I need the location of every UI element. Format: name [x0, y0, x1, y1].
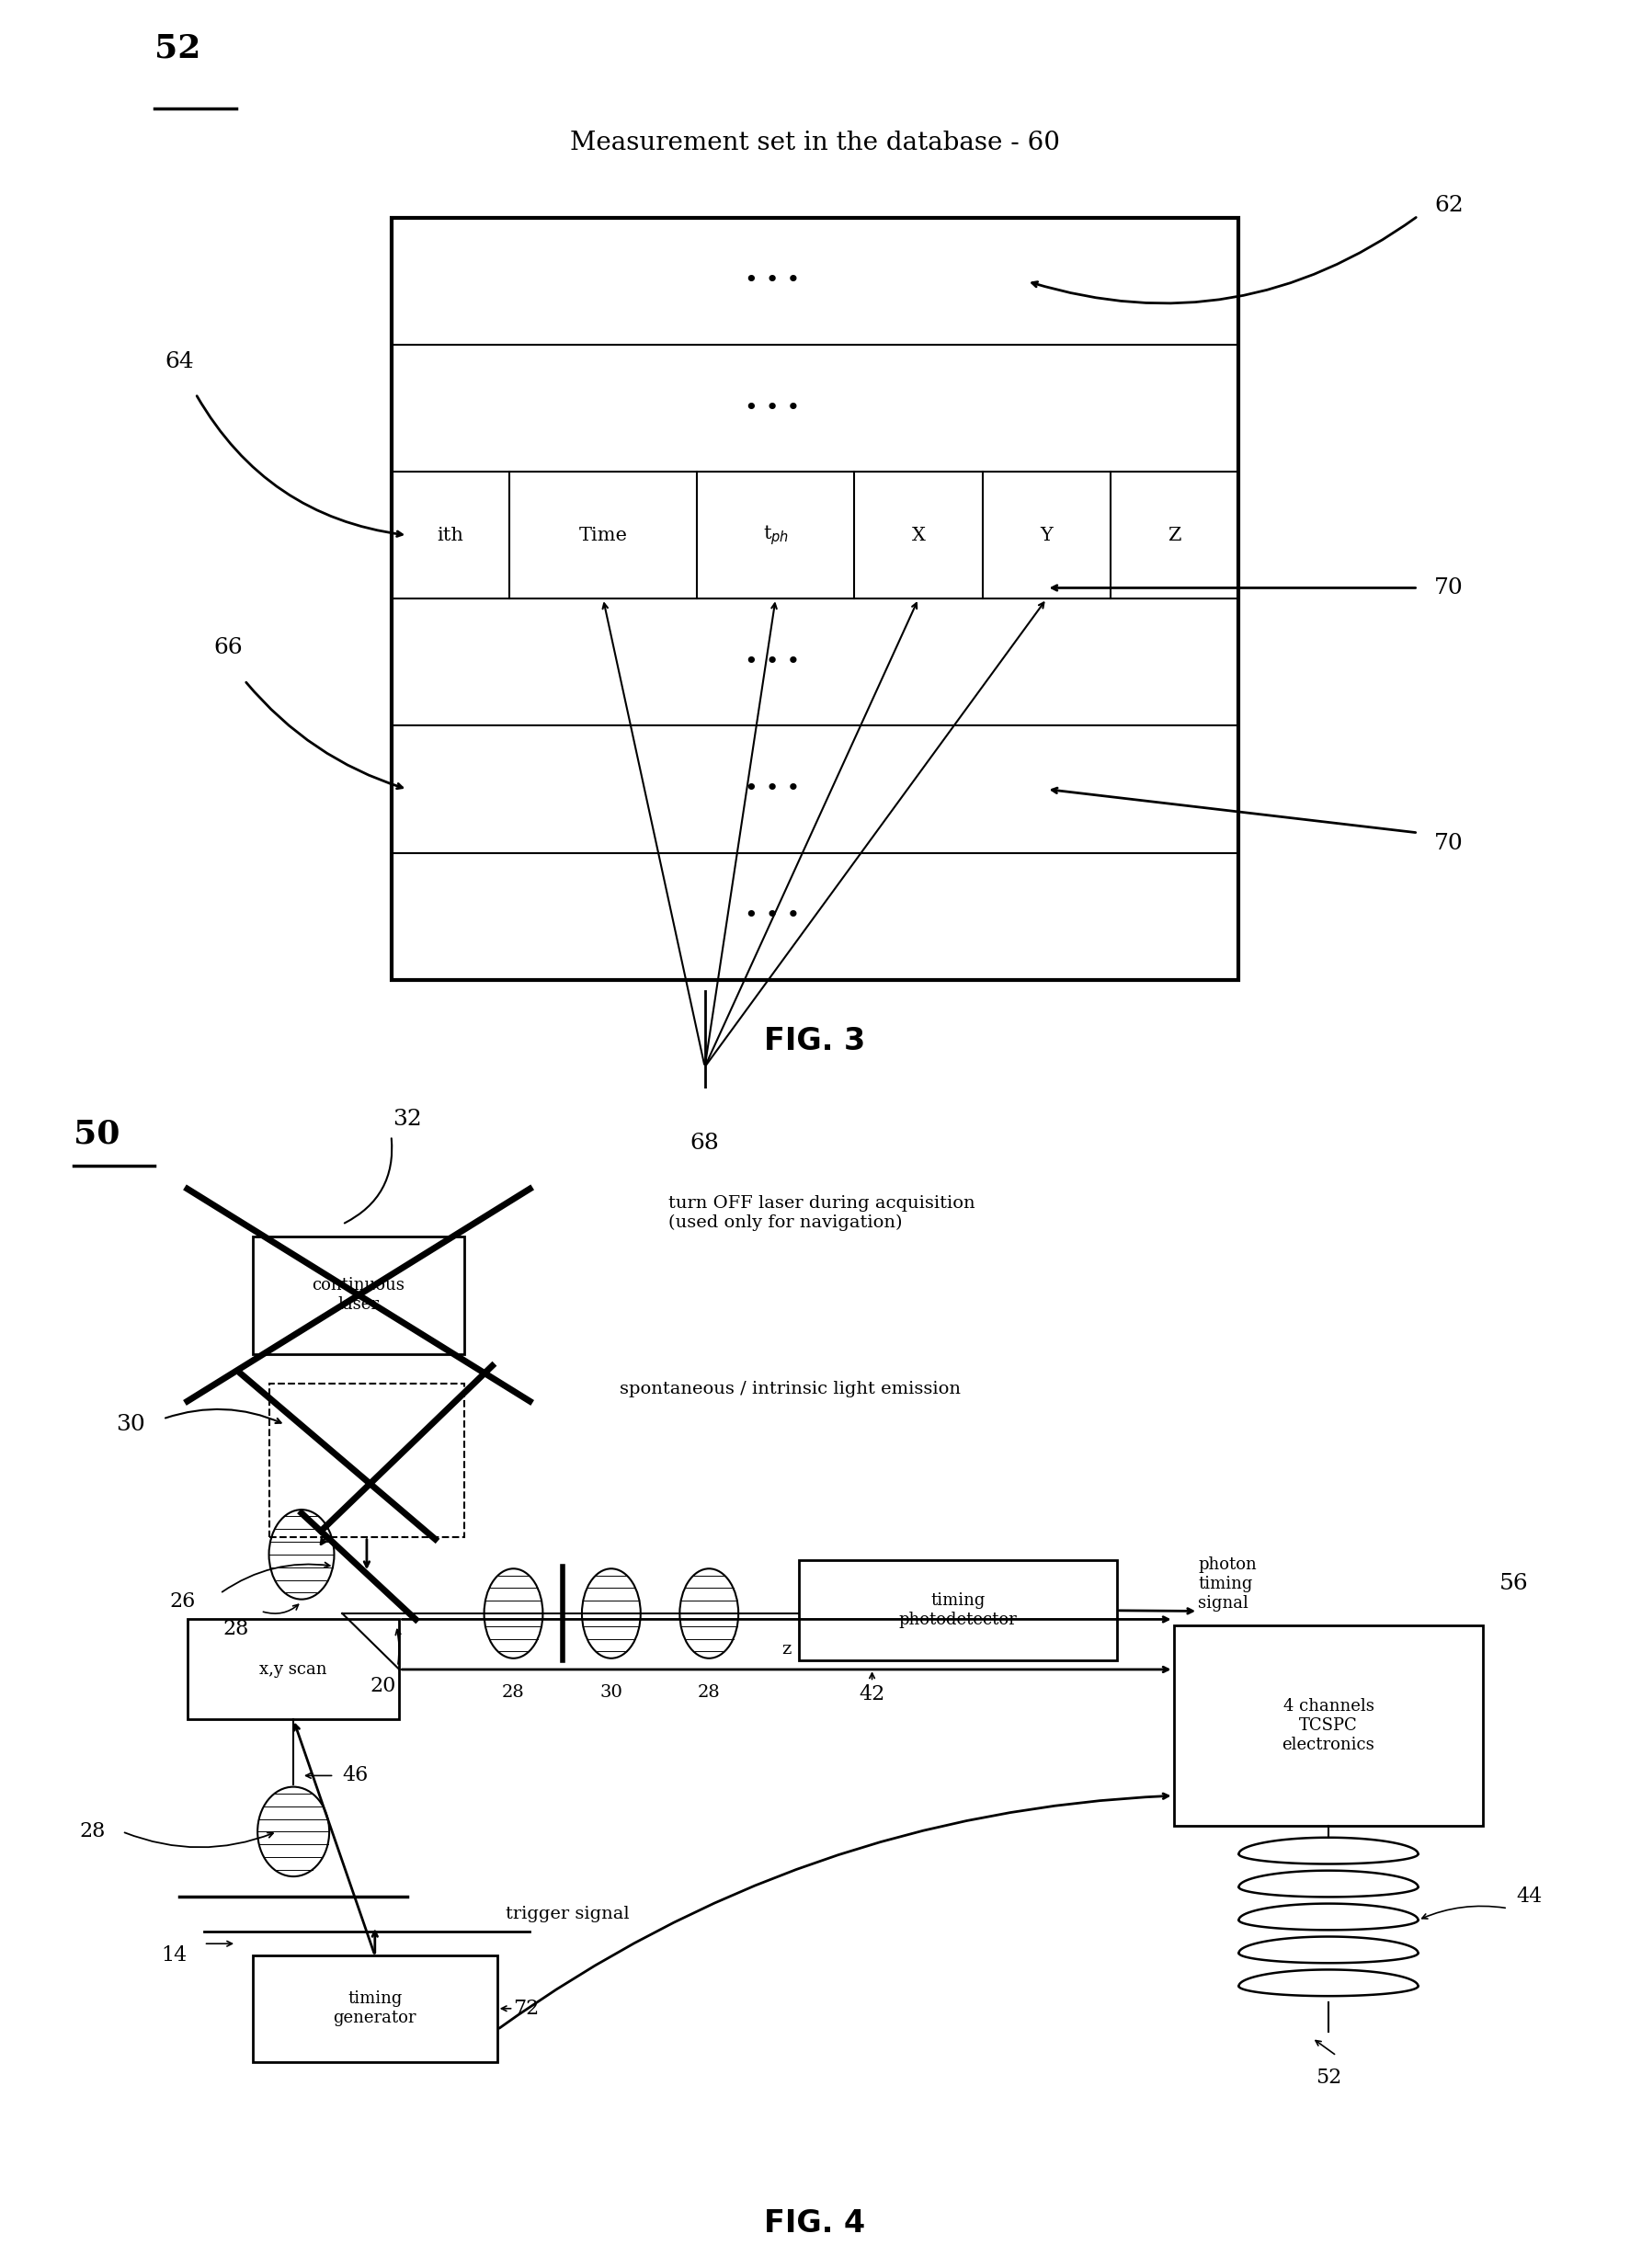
Text: timing
generator: timing generator	[333, 1991, 417, 2025]
Text: turn OFF laser during acquisition
(used only for navigation): turn OFF laser during acquisition (used …	[668, 1195, 975, 1232]
Text: Z: Z	[1169, 526, 1182, 544]
Text: X: X	[911, 526, 926, 544]
Text: 68: 68	[689, 1132, 719, 1154]
Text: ith: ith	[437, 526, 463, 544]
Text: spontaneous / intrinsic light emission: spontaneous / intrinsic light emission	[619, 1381, 960, 1397]
Text: 26: 26	[170, 1592, 196, 1613]
Text: 64: 64	[165, 352, 194, 372]
Bar	[253, 1236, 465, 1354]
Text: • • •: • • •	[745, 905, 800, 928]
Text: 28: 28	[502, 1685, 525, 1701]
Text: 28: 28	[698, 1685, 720, 1701]
Text: 46: 46	[342, 1765, 368, 1785]
Text: 70: 70	[1434, 832, 1464, 855]
Text: photon
timing
signal: photon timing signal	[1198, 1556, 1257, 1610]
Text: • • •: • • •	[745, 397, 800, 420]
Text: 20: 20	[370, 1676, 396, 1696]
Text: timing
photodetector: timing photodetector	[898, 1592, 1017, 1628]
Text: 62: 62	[1434, 195, 1464, 215]
Text: • • •: • • •	[745, 270, 800, 293]
Text: 28: 28	[80, 1821, 106, 1842]
Text: 50: 50	[73, 1118, 119, 1150]
Text: trigger signal: trigger signal	[505, 1905, 629, 1923]
Bar	[187, 1619, 399, 1719]
Text: 32: 32	[393, 1109, 422, 1129]
Text: 56: 56	[1500, 1574, 1529, 1594]
Bar	[253, 1955, 497, 2062]
Bar	[1174, 1626, 1483, 1826]
Text: FIG. 3: FIG. 3	[764, 1025, 866, 1057]
Text: 30: 30	[116, 1415, 145, 1436]
Text: 28: 28	[223, 1619, 249, 1640]
Text: 66: 66	[214, 637, 243, 658]
Text: 14: 14	[161, 1946, 187, 1966]
Text: 42: 42	[859, 1685, 885, 1706]
Text: 70: 70	[1434, 578, 1464, 599]
Text: z: z	[782, 1642, 791, 1658]
Text: • • •: • • •	[745, 651, 800, 674]
Text: 72: 72	[513, 1998, 540, 2019]
Text: continuous
laser: continuous laser	[313, 1277, 404, 1313]
Bar	[391, 218, 1239, 980]
Text: Time: Time	[579, 526, 628, 544]
Text: x,y scan: x,y scan	[259, 1660, 328, 1678]
Text: Measurement set in the database - 60: Measurement set in the database - 60	[570, 132, 1060, 156]
Text: 4 channels
TCSPC
electronics: 4 channels TCSPC electronics	[1283, 1699, 1374, 1753]
Text: 30: 30	[600, 1685, 623, 1701]
Text: FIG. 4: FIG. 4	[764, 2209, 866, 2239]
Text: Y: Y	[1040, 526, 1053, 544]
Text: t$_{ph}$: t$_{ph}$	[763, 524, 789, 547]
Bar	[269, 1383, 465, 1538]
Bar	[799, 1560, 1117, 1660]
Text: 44: 44	[1516, 1887, 1542, 1907]
Text: 52: 52	[1315, 2068, 1341, 2089]
Text: 52: 52	[155, 32, 200, 64]
Text: • • •: • • •	[745, 778, 800, 801]
